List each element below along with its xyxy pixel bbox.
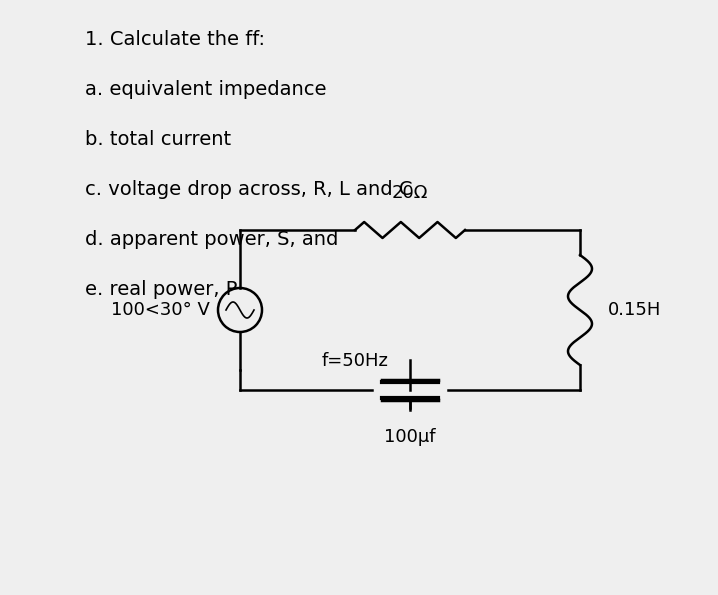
Text: d. apparent power, S, and: d. apparent power, S, and <box>85 230 338 249</box>
Text: c. voltage drop across, R, L and C: c. voltage drop across, R, L and C <box>85 180 413 199</box>
Text: f=50Hz: f=50Hz <box>322 352 388 370</box>
Text: 0.15H: 0.15H <box>608 301 661 319</box>
Text: b. total current: b. total current <box>85 130 231 149</box>
Text: e. real power, P: e. real power, P <box>85 280 238 299</box>
Text: 1. Calculate the ff:: 1. Calculate the ff: <box>85 30 265 49</box>
Text: 20Ω: 20Ω <box>392 184 428 202</box>
Text: 100<30° V: 100<30° V <box>111 301 210 319</box>
Text: a. equivalent impedance: a. equivalent impedance <box>85 80 327 99</box>
Text: 100μf: 100μf <box>384 428 436 446</box>
